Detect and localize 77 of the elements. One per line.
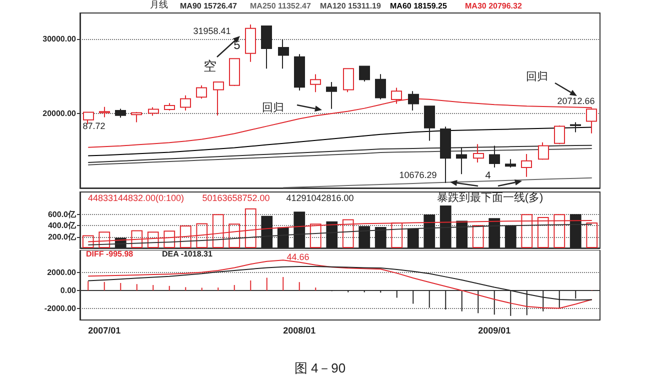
candlestick [505, 158, 516, 168]
line-series [88, 260, 592, 309]
candlestick [245, 24, 256, 62]
annotation: 空 [204, 58, 216, 74]
annotation: 44.66 [286, 252, 310, 262]
candlestick [115, 108, 126, 118]
y-tick-label: 600.0亿 [48, 210, 77, 219]
bar [261, 216, 273, 248]
bar [504, 225, 516, 248]
bar [472, 225, 484, 248]
candlestick [83, 112, 94, 124]
annotation: 50163658752.00 [202, 193, 270, 203]
annotation: 20712.66 [557, 96, 595, 106]
y-tick-label: -2000.00 [44, 304, 77, 314]
candlestick [538, 142, 549, 160]
candlestick [148, 106, 159, 116]
text: MA250 11352.47 [250, 2, 312, 10]
annotation: 31958.41 [193, 26, 231, 36]
annotation: 10676.29 [399, 170, 437, 180]
candlestick [310, 74, 321, 93]
candlestick [473, 144, 484, 164]
candlestick [375, 74, 386, 100]
line-series [88, 224, 592, 246]
candlestick [229, 58, 240, 86]
line-series [88, 148, 592, 166]
y-tick-label: 400.0亿 [48, 221, 77, 230]
bar [294, 212, 306, 248]
text: MA60 18159.25 [390, 2, 448, 10]
bar [570, 214, 582, 248]
line-series [282, 177, 592, 188]
text: MA120 15311.19 [320, 2, 382, 10]
bar [488, 218, 500, 248]
candlestick [343, 68, 354, 93]
text: DIFF -995.98 [86, 250, 134, 258]
y-tick-label: 0.00 [60, 286, 77, 295]
y-tick-label: 30000.00 [42, 34, 77, 44]
series-label: DEA -1018.31 [162, 250, 213, 258]
text: MA90 15726.47 [180, 2, 238, 10]
bar [407, 228, 419, 248]
candlestick [261, 25, 272, 70]
caption: 图 4－90 [294, 360, 346, 376]
annotation: 41291042816.00 [286, 193, 354, 203]
bar [326, 221, 338, 248]
y-tick-label: 200.0亿 [48, 232, 77, 242]
candlestick [131, 112, 142, 123]
candlestick [424, 106, 435, 142]
x-tick-label: 2008/01 [283, 326, 316, 336]
candlestick [213, 81, 224, 116]
candlestick [196, 84, 207, 100]
annotation: 回归 [526, 70, 548, 83]
candlestick [521, 154, 532, 178]
x-tick-label: 2009/01 [478, 326, 511, 336]
candlestick [408, 90, 419, 112]
annotation: 87.72 [82, 121, 106, 131]
candlestick [164, 102, 175, 112]
bar [424, 214, 436, 248]
bar [277, 227, 289, 248]
text: MA30 20796.32 [465, 2, 522, 10]
candlestick [570, 122, 581, 133]
bar [440, 205, 452, 248]
annotation: 回归 [262, 101, 284, 114]
candlestick [359, 65, 370, 82]
y-tick-label: 2000.00 [47, 268, 77, 277]
x-tick-label: 2007/01 [88, 326, 121, 336]
bar [374, 226, 386, 248]
annotation: 暴跌到最下面一线(多) [436, 191, 544, 204]
bar [358, 226, 370, 248]
annotation: 4 [485, 170, 492, 182]
annotation: 44833144832.00(0:100) [88, 193, 184, 203]
candlestick [294, 54, 305, 91]
chart-title: 月线 [150, 0, 168, 10]
candlestick [180, 94, 191, 112]
candlestick [278, 38, 289, 70]
y-tick-label: 20000.00 [42, 109, 77, 118]
candlestick [326, 82, 337, 110]
candlestick [554, 124, 565, 145]
candlestick [99, 106, 110, 118]
